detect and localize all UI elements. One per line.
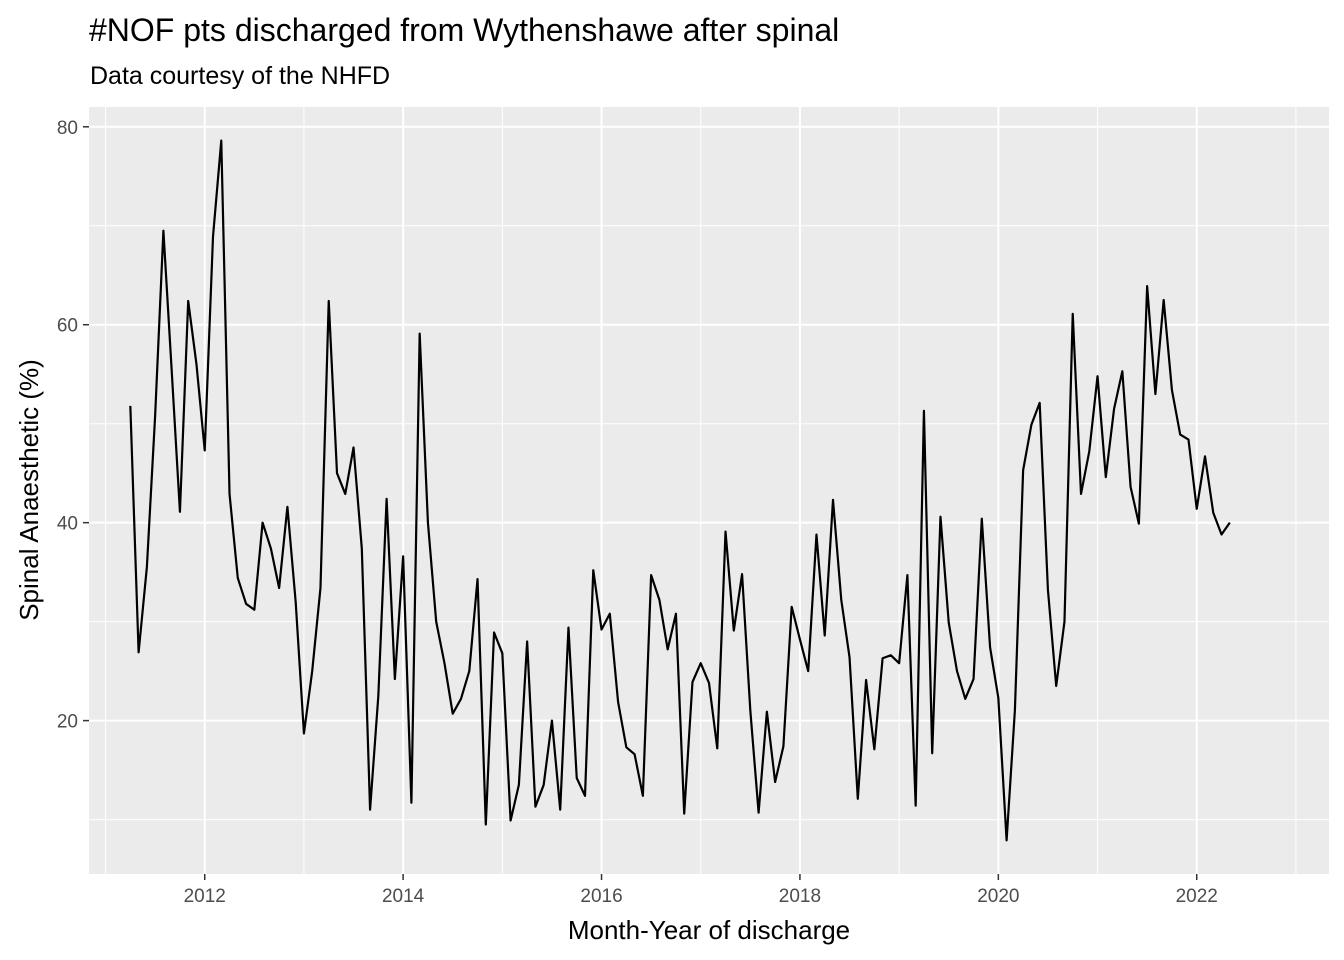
x-tick-label: 2012 [184, 886, 226, 907]
y-tick-label: 60 [57, 316, 78, 337]
y-axis-title: Spinal Anaesthetic (%) [14, 359, 44, 621]
series-line [129, 139, 1231, 842]
x-tick-label: 2020 [977, 886, 1019, 907]
minor-gridlines [89, 107, 1329, 874]
y-axis: 20 40 60 80 [57, 118, 89, 733]
major-gridlines [89, 107, 1329, 874]
chart-title: #NOF pts discharged from Wythenshawe aft… [89, 12, 839, 48]
x-tick-label: 2018 [779, 886, 821, 907]
y-tick-label: 40 [57, 514, 78, 535]
x-tick-label: 2016 [580, 886, 622, 907]
y-tick-label: 80 [57, 118, 78, 139]
x-tick-label: 2014 [382, 886, 425, 907]
x-axis-title: Month-Year of discharge [568, 915, 850, 945]
chart-subtitle: Data courtesy of the NHFD [90, 62, 390, 90]
plot-panel [89, 107, 1329, 874]
x-tick-label: 2022 [1176, 886, 1218, 907]
y-tick-label: 20 [57, 712, 78, 733]
x-axis: 2012 2014 2016 2018 2020 2022 [184, 874, 1218, 907]
